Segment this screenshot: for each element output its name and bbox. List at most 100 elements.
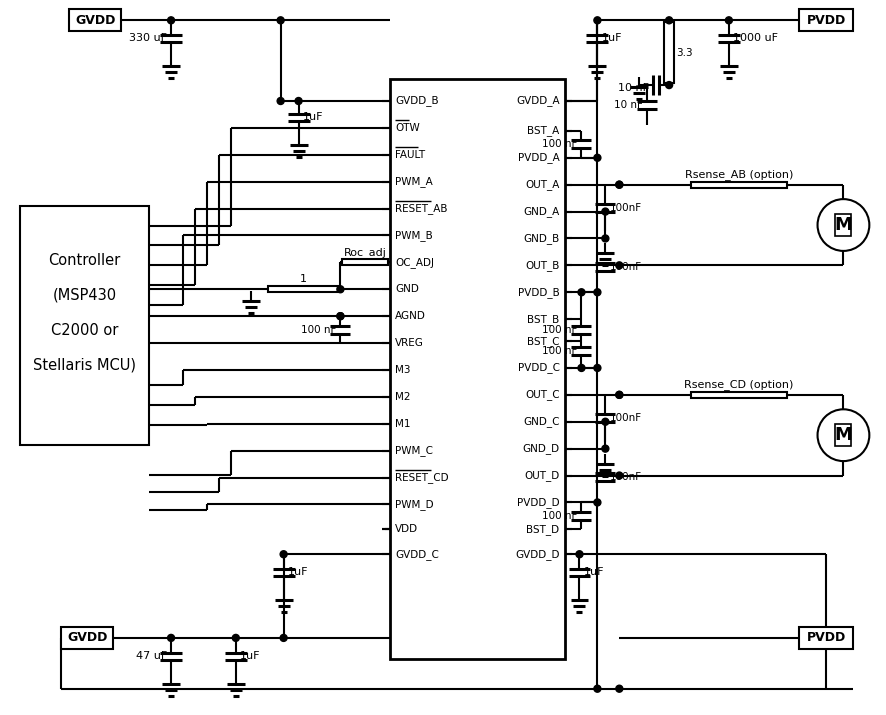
Text: 1: 1: [299, 275, 307, 285]
Circle shape: [602, 445, 609, 452]
Text: C2000 or: C2000 or: [51, 322, 118, 337]
Text: GVDD_C: GVDD_C: [395, 549, 439, 560]
Circle shape: [277, 17, 284, 24]
Bar: [691, 392, 787, 398]
Text: 3.3: 3.3: [676, 48, 693, 58]
Circle shape: [665, 82, 672, 89]
Circle shape: [594, 154, 601, 162]
Text: 1uF: 1uF: [584, 567, 604, 577]
Text: PVDD_B: PVDD_B: [517, 287, 560, 297]
Text: 100nF: 100nF: [610, 262, 641, 272]
Text: BST_C: BST_C: [527, 335, 560, 347]
Text: 10 nF: 10 nF: [614, 100, 643, 110]
Text: GVDD_A: GVDD_A: [516, 96, 560, 107]
Text: 1uF: 1uF: [302, 112, 323, 122]
Text: M3: M3: [395, 365, 411, 375]
Circle shape: [337, 312, 344, 320]
Text: VREG: VREG: [395, 338, 424, 348]
Text: PVDD_C: PVDD_C: [517, 363, 560, 373]
Circle shape: [594, 499, 601, 506]
Text: RESET_AB: RESET_AB: [395, 203, 447, 214]
Text: 330 uF: 330 uF: [129, 33, 167, 43]
Text: FAULT: FAULT: [395, 149, 425, 159]
Bar: [69, 9, 121, 31]
Circle shape: [616, 685, 623, 692]
Circle shape: [594, 365, 601, 372]
Circle shape: [616, 472, 623, 479]
Circle shape: [602, 418, 609, 425]
Text: GND_A: GND_A: [524, 206, 560, 217]
Text: PWM_D: PWM_D: [395, 499, 434, 510]
Circle shape: [280, 634, 287, 641]
Text: (MSP430: (MSP430: [52, 287, 116, 302]
Text: PWM_C: PWM_C: [395, 445, 433, 456]
Text: 10 nF: 10 nF: [618, 83, 649, 93]
Text: Controller: Controller: [48, 253, 120, 268]
Text: 1uF: 1uF: [602, 33, 622, 43]
Text: 100 nF: 100 nF: [542, 325, 578, 335]
Bar: [268, 286, 338, 292]
Circle shape: [602, 208, 609, 215]
Circle shape: [337, 286, 344, 292]
Bar: [664, 22, 674, 83]
Text: M: M: [835, 216, 852, 234]
Text: VDD: VDD: [395, 524, 418, 534]
Text: 47 uF: 47 uF: [136, 651, 167, 661]
Text: Rsense_AB (option): Rsense_AB (option): [685, 169, 793, 180]
Text: M: M: [835, 426, 852, 444]
Circle shape: [277, 97, 284, 104]
Text: 1uF: 1uF: [288, 567, 308, 577]
Circle shape: [337, 312, 344, 320]
Text: 100 nF: 100 nF: [542, 346, 578, 356]
Text: M2: M2: [395, 392, 411, 402]
Circle shape: [726, 17, 733, 24]
Bar: [19, 206, 149, 445]
Circle shape: [616, 181, 623, 188]
Text: PVDD_D: PVDD_D: [517, 497, 560, 508]
Text: GVDD: GVDD: [75, 14, 115, 27]
Circle shape: [616, 391, 623, 398]
Text: PWM_B: PWM_B: [395, 230, 433, 241]
Text: GVDD_D: GVDD_D: [515, 549, 560, 560]
Text: Rsense_CD (option): Rsense_CD (option): [684, 380, 794, 390]
Text: PVDD: PVDD: [806, 631, 845, 644]
Text: 100nF: 100nF: [610, 203, 641, 213]
Text: 1uF: 1uF: [240, 651, 260, 661]
Circle shape: [167, 17, 175, 24]
Text: GND: GND: [395, 285, 419, 295]
Circle shape: [576, 551, 583, 558]
Circle shape: [602, 235, 609, 242]
Text: OUT_D: OUT_D: [525, 470, 560, 481]
Bar: [835, 424, 851, 446]
Bar: [798, 9, 853, 31]
Text: 100 nF: 100 nF: [301, 325, 337, 335]
Circle shape: [594, 17, 601, 24]
Circle shape: [616, 262, 623, 269]
Bar: [835, 214, 851, 236]
Text: OUT_B: OUT_B: [525, 260, 560, 271]
Text: GND_D: GND_D: [523, 443, 560, 454]
Circle shape: [167, 634, 175, 641]
Text: 100 nF: 100 nF: [542, 511, 578, 521]
Text: OUT_C: OUT_C: [525, 390, 560, 400]
Circle shape: [578, 365, 585, 372]
Circle shape: [594, 685, 601, 692]
Bar: [61, 627, 113, 649]
Text: RESET_CD: RESET_CD: [395, 472, 449, 483]
Circle shape: [280, 551, 287, 558]
Text: 1000 uF: 1000 uF: [733, 33, 778, 43]
Circle shape: [616, 181, 623, 188]
Text: M1: M1: [395, 419, 411, 429]
Text: BST_B: BST_B: [527, 314, 560, 325]
Text: GND_C: GND_C: [523, 416, 560, 427]
Text: 100nF: 100nF: [610, 472, 641, 482]
Text: BST_D: BST_D: [526, 524, 560, 535]
Text: OC_ADJ: OC_ADJ: [395, 257, 434, 268]
Text: Stellaris MCU): Stellaris MCU): [33, 358, 136, 373]
Circle shape: [594, 289, 601, 296]
Circle shape: [578, 289, 585, 296]
Text: GVDD_B: GVDD_B: [395, 96, 439, 107]
Text: PVDD: PVDD: [806, 14, 845, 27]
Bar: [390, 79, 564, 659]
Text: 100 nF: 100 nF: [542, 139, 578, 149]
